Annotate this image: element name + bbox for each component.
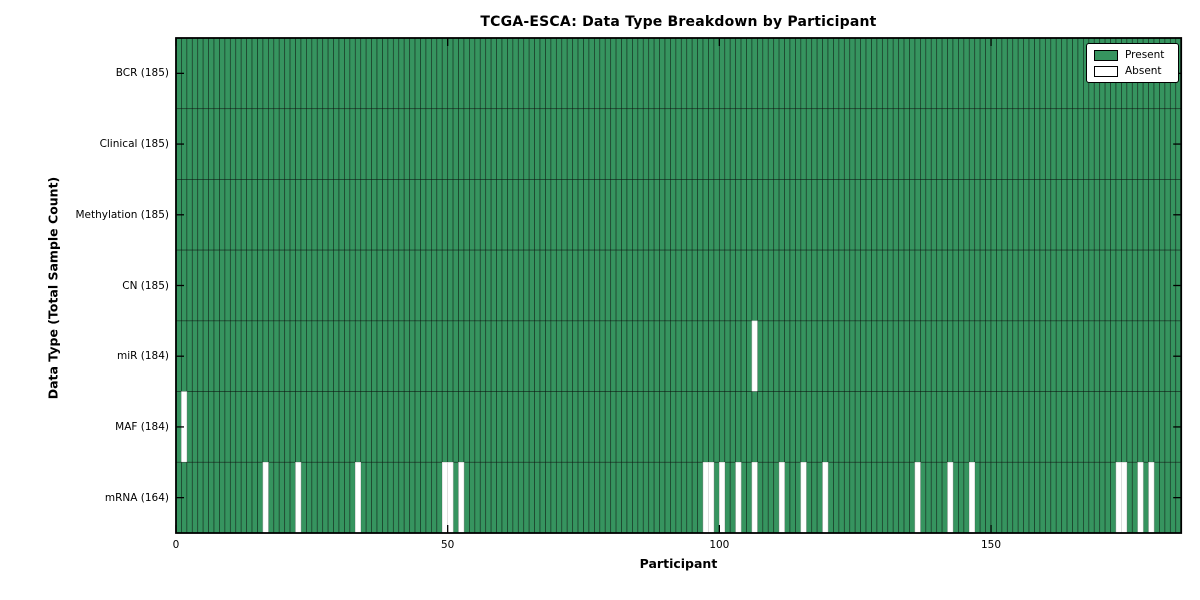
y-tick-label-maf: MAF (184): [115, 420, 169, 433]
y-tick-label-cn: CN (185): [122, 279, 169, 292]
x-tick-label-0: 0: [172, 539, 180, 551]
legend-label-absent: Absent: [1125, 65, 1162, 77]
chart-title: TCGA-ESCA: Data Type Breakdown by Partic…: [480, 14, 877, 30]
y-tick-label-mir: miR (184): [116, 350, 169, 363]
legend: Present Absent: [1086, 43, 1179, 83]
legend-item-absent: Absent: [1094, 65, 1171, 77]
x-axis-label: Participant: [639, 556, 718, 571]
x-tick-label-150: 150: [980, 539, 1002, 551]
absent-swatch-icon: [1094, 65, 1118, 77]
present-swatch-icon: [1094, 49, 1118, 61]
legend-item-present: Present: [1094, 49, 1171, 61]
x-tick-label-50: 50: [440, 539, 455, 551]
x-tick-label-100: 100: [709, 539, 730, 551]
y-tick-label-methylation: Methylation (185): [75, 208, 169, 221]
y-tick-label-mrna: mRNA (164): [104, 491, 169, 504]
y-tick-label-bcr: BCR (185): [115, 67, 169, 80]
legend-label-present: Present: [1125, 49, 1165, 61]
y-tick-label-clinical: Clinical (185): [99, 138, 169, 151]
